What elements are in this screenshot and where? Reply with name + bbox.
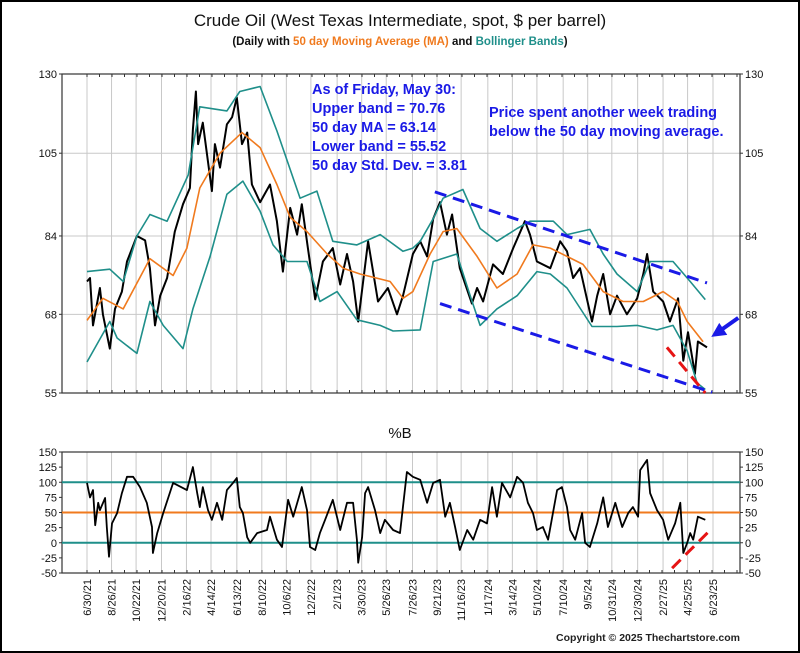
y-tick-label-right: 130	[745, 69, 763, 81]
x-tick-label: 5/10/24	[532, 579, 544, 616]
x-tick-label: 3/30/23	[357, 579, 369, 616]
y-tick-label-left: 100	[39, 477, 57, 489]
x-tick-label: 11/16/23	[456, 579, 468, 621]
x-tick-label: 7/10/24	[558, 579, 570, 616]
x-tick-label: 2/1/23	[332, 579, 344, 610]
y-tick-label-right: 125	[745, 462, 763, 474]
comment-annotation-line: below the 50 day moving average.	[489, 124, 724, 140]
percent-b-support-trendline	[671, 527, 714, 570]
y-tick-label-right: 75	[745, 492, 757, 504]
y-tick-label-right: 50	[745, 508, 757, 520]
y-tick-label-right: 84	[745, 231, 757, 243]
subtitle-suffix: )	[564, 36, 568, 48]
y-tick-label-left: 84	[45, 231, 57, 243]
y-tick-label-right: 105	[745, 148, 763, 160]
x-tick-label: 12/30/24	[633, 579, 645, 622]
subtitle-bands-legend: Bollinger Bands	[476, 36, 564, 48]
copyright: Copyright © 2025 Thechartstore.com	[556, 632, 740, 644]
stats-annotation-line: 50 day MA = 63.14	[312, 120, 436, 136]
y-tick-label-left: 75	[45, 492, 57, 504]
x-tick-label: 8/10/22	[257, 579, 269, 616]
y-tick-label-right: -25	[745, 553, 761, 565]
stats-annotation-line: 50 day Std. Dev. = 3.81	[312, 158, 467, 174]
y-tick-label-right: 0	[745, 538, 751, 550]
arrow-head-icon	[711, 322, 728, 337]
y-tick-label-right: 25	[745, 523, 757, 535]
price-chart: 55 55 68 68 84 84 105 105 130 130	[39, 69, 764, 400]
x-tick-label: 5/26/23	[381, 579, 393, 616]
x-tick-label: 10/31/24	[607, 579, 619, 622]
x-tick-label: 10/22/21	[131, 579, 143, 622]
comment-annotation-line: Price spent another week trading	[489, 105, 717, 121]
x-tick-label: 12/20/21	[156, 579, 168, 622]
percent-b-line	[86, 458, 706, 564]
y-tick-label-left: 50	[45, 508, 57, 520]
x-tick-label: 8/26/21	[107, 579, 119, 616]
x-tick-label: 7/26/23	[407, 579, 419, 616]
y-tick-label-left: 68	[45, 309, 57, 321]
y-tick-label-left: -25	[41, 553, 57, 565]
x-tick-label: 10/6/22	[281, 579, 293, 616]
subtitle-ma-legend: 50 day Moving Average (MA)	[293, 36, 449, 48]
percent-b-chart: -50 -50 -25 -25 0 0 25 25 50 50 75 75 100 100 125 125 15…	[39, 447, 764, 622]
y-tick-label-right: 68	[745, 309, 757, 321]
x-tick-label: 1/17/24	[483, 579, 495, 616]
50-day-ma-line	[86, 131, 704, 343]
percent-b-title: %B	[388, 425, 411, 442]
y-tick-label-left: -50	[41, 568, 57, 580]
support-trendline	[665, 346, 707, 394]
x-tick-label: 6/30/21	[82, 579, 94, 616]
y-tick-label-right: 100	[745, 477, 763, 489]
x-tick-label: 6/23/25	[708, 579, 720, 616]
y-tick-label-left: 55	[45, 388, 57, 400]
x-tick-label: 4/25/25	[683, 579, 695, 616]
subtitle-and: and	[449, 36, 476, 48]
y-tick-label-right: 55	[745, 388, 757, 400]
x-tick-label: 4/14/22	[206, 579, 218, 616]
chart-subtitle: (Daily with 50 day Moving Average (MA) a…	[232, 36, 567, 48]
chart-title: Crude Oil (West Texas Intermediate, spot…	[194, 11, 606, 30]
upper-channel-trendline	[434, 190, 708, 285]
x-tick-label: 3/14/24	[507, 579, 519, 616]
y-tick-label-left: 25	[45, 523, 57, 535]
arrow-shaft	[720, 316, 740, 332]
subtitle-prefix: (Daily with	[232, 36, 293, 48]
x-tick-label: 2/16/22	[181, 579, 193, 616]
stats-annotation-line: Upper band = 70.76	[312, 101, 445, 117]
lower-channel-trendline	[439, 302, 713, 394]
y-tick-label-left: 105	[39, 148, 57, 160]
upper-band-line	[86, 85, 706, 301]
x-tick-label: 9/21/23	[432, 579, 444, 616]
stats-annotation-line: Lower band = 55.52	[312, 139, 446, 155]
lower-band-line	[86, 180, 706, 391]
y-tick-label-left: 125	[39, 462, 57, 474]
price-plot-border	[61, 73, 741, 394]
x-tick-label: 6/13/22	[232, 579, 244, 616]
stats-annotation-line: As of Friday, May 30:	[312, 82, 456, 98]
y-tick-label-right: -50	[745, 568, 761, 580]
x-tick-label: 12/2/22	[306, 579, 318, 616]
y-tick-label-left: 150	[39, 447, 57, 459]
y-tick-label-right: 150	[745, 447, 763, 459]
x-tick-label: 9/5/24	[583, 579, 595, 610]
price-line	[86, 90, 708, 375]
x-tick-label: 2/27/25	[658, 579, 670, 616]
y-tick-label-left: 0	[51, 538, 57, 550]
y-tick-label-left: 130	[39, 69, 57, 81]
